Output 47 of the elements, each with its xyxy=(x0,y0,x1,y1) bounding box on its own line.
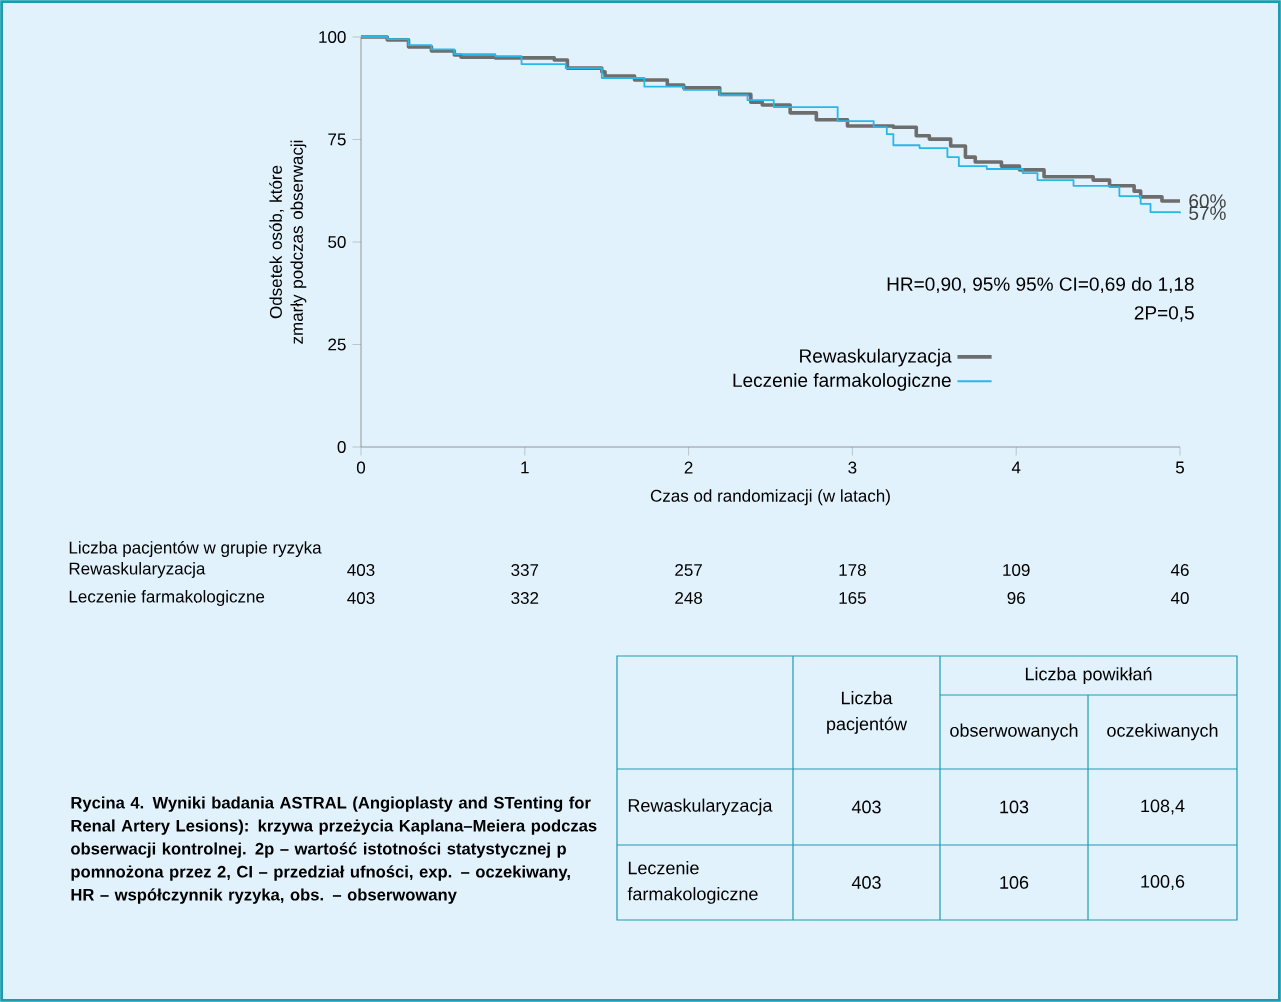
legend-label: Leczenie farmakologiczne xyxy=(733,373,951,391)
text: 257 xyxy=(675,563,702,576)
text: 106 xyxy=(1000,876,1029,889)
text: 337 xyxy=(511,563,539,576)
x-tick-label: 3 xyxy=(848,461,857,474)
x-tick-label: 0 xyxy=(356,461,366,474)
x-tick-label: 1 xyxy=(521,461,529,474)
annotation: 2P=0,5 xyxy=(1134,306,1194,322)
text: 178 xyxy=(839,563,866,576)
annotation: 60% xyxy=(1189,194,1226,208)
x-axis-title: Czas od randomizacji (w latach) xyxy=(650,489,890,506)
annotation: HR=0,90, 95% 95% CI=0,69 do 1,18 xyxy=(887,276,1194,294)
text: Leczenie farmakologiczne xyxy=(627,861,758,904)
text: oczekiwanych xyxy=(1107,723,1218,741)
text: 96 xyxy=(1007,591,1025,604)
text: 403 xyxy=(851,800,881,814)
x-tick-label: 5 xyxy=(1175,461,1185,474)
text: 46 xyxy=(1170,563,1189,576)
text: Liczba pacjentów w grupie ryzyka xyxy=(69,540,322,557)
text: 403 xyxy=(851,876,881,889)
text: Rewaskularyzacja xyxy=(628,798,773,816)
text: Liczba pacjentów xyxy=(827,691,908,734)
text: Leczenie farmakologiczne xyxy=(69,590,265,606)
text: 165 xyxy=(839,591,866,604)
text: 40 xyxy=(1170,591,1189,604)
text: 332 xyxy=(511,591,539,604)
text: Rewaskularyzacja xyxy=(69,562,206,578)
text: Rycina 4. Wyniki badania ASTRAL (Angioplasty and STenting for Renal Artery Lesions): krzywa przeżycia Kaplana–Meiera podczas obserwacji kontrolnej. 2p – wartość istotności statystycznej p pomnożona przez 2, CI – przedział ufności, exp. – oczekiwany, HR – współczynnik ryzyka, obs. – obserwowany xyxy=(71,796,597,904)
y-tick-label: 75 xyxy=(328,133,346,146)
y-tick-label: 0 xyxy=(337,440,346,453)
text: obserwowanych xyxy=(950,723,1078,741)
text: 108,4 xyxy=(1141,799,1185,815)
x-tick-label: 2 xyxy=(684,461,693,474)
text: 109 xyxy=(1003,563,1030,576)
text: 248 xyxy=(675,591,703,604)
text: Liczba powikłań xyxy=(1025,666,1152,684)
y-tick-label: 100 xyxy=(319,30,346,43)
x-tick-label: 4 xyxy=(1011,461,1021,474)
legend-label: Rewaskularyzacja xyxy=(800,348,952,367)
annotation: 57% xyxy=(1189,206,1226,220)
y-tick-label: 50 xyxy=(328,235,346,248)
y-tick-label: 25 xyxy=(328,338,346,351)
text: 100,6 xyxy=(1141,875,1185,890)
y-axis-title: Odsetek osób, które zmarły podczas obserwacji xyxy=(269,140,307,344)
text: 403 xyxy=(347,591,375,604)
text: 103 xyxy=(1000,800,1029,814)
text: 403 xyxy=(347,563,375,576)
